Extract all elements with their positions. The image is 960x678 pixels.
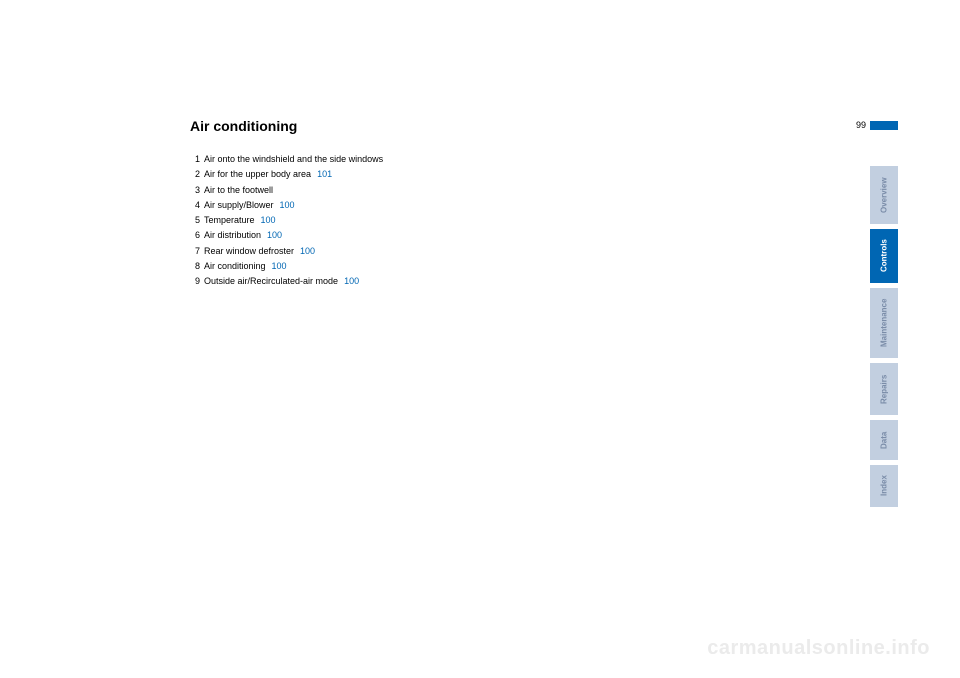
item-label: Air supply/Blower xyxy=(204,200,274,210)
item-number: 6 xyxy=(190,230,200,241)
list-item: 8 Air conditioning 100 xyxy=(190,261,830,272)
content-column: Air conditioning 1 Air onto the windshiel… xyxy=(190,118,830,292)
item-label: Temperature xyxy=(204,215,255,225)
list-item: 1 Air onto the windshield and the side wi… xyxy=(190,154,830,165)
item-text: Air onto the windshield and the side win… xyxy=(204,154,383,165)
item-text: Outside air/Recirculated-air mode 100 xyxy=(204,276,359,287)
list-item: 9 Outside air/Recirculated-air mode 100 xyxy=(190,276,830,287)
item-label: Air onto the windshield and the side win… xyxy=(204,154,383,164)
watermark: carmanualsonline.info xyxy=(707,637,930,660)
item-number: 1 xyxy=(190,154,200,165)
item-text: Air to the footwell xyxy=(204,185,273,196)
item-number: 4 xyxy=(190,200,200,211)
page-number: 99 xyxy=(856,120,866,130)
page-title: Air conditioning xyxy=(190,118,830,134)
item-label: Rear window defroster xyxy=(204,246,294,256)
item-number: 8 xyxy=(190,261,200,272)
item-number: 2 xyxy=(190,169,200,180)
page-link[interactable]: 100 xyxy=(280,200,295,210)
reference-list: 1 Air onto the windshield and the side wi… xyxy=(190,154,830,287)
page-link[interactable]: 100 xyxy=(267,230,282,240)
item-label: Air conditioning xyxy=(204,261,266,271)
page-number-bar xyxy=(870,121,898,130)
page-link[interactable]: 100 xyxy=(261,215,276,225)
list-item: 3 Air to the footwell xyxy=(190,185,830,196)
page-link[interactable]: 100 xyxy=(300,246,315,256)
item-text: Air distribution 100 xyxy=(204,230,282,241)
item-text: Air supply/Blower 100 xyxy=(204,200,295,211)
section-tabs: Overview Controls Maintenance Repairs Data In… xyxy=(870,166,898,512)
item-text: Rear window defroster 100 xyxy=(204,246,315,257)
tab-index[interactable]: Index xyxy=(870,465,898,507)
item-number: 3 xyxy=(190,185,200,196)
page-link[interactable]: 101 xyxy=(317,169,332,179)
item-label: Air distribution xyxy=(204,230,261,240)
item-number: 7 xyxy=(190,246,200,257)
tab-repairs[interactable]: Repairs xyxy=(870,363,898,415)
tab-data[interactable]: Data xyxy=(870,420,898,460)
item-label: Air to the footwell xyxy=(204,185,273,195)
list-item: 4 Air supply/Blower 100 xyxy=(190,200,830,211)
item-number: 9 xyxy=(190,276,200,287)
tab-controls[interactable]: Controls xyxy=(870,229,898,283)
tab-maintenance[interactable]: Maintenance xyxy=(870,288,898,358)
list-item: 5 Temperature 100 xyxy=(190,215,830,226)
tab-overview[interactable]: Overview xyxy=(870,166,898,224)
page-link[interactable]: 100 xyxy=(344,276,359,286)
item-text: Air for the upper body area 101 xyxy=(204,169,332,180)
item-label: Outside air/Recirculated-air mode xyxy=(204,276,338,286)
list-item: 7 Rear window defroster 100 xyxy=(190,246,830,257)
page-number-wrap: 99 xyxy=(856,120,898,130)
page-link[interactable]: 100 xyxy=(272,261,287,271)
item-text: Air conditioning 100 xyxy=(204,261,287,272)
item-label: Air for the upper body area xyxy=(204,169,311,179)
item-text: Temperature 100 xyxy=(204,215,276,226)
item-number: 5 xyxy=(190,215,200,226)
list-item: 6 Air distribution 100 xyxy=(190,230,830,241)
list-item: 2 Air for the upper body area 101 xyxy=(190,169,830,180)
